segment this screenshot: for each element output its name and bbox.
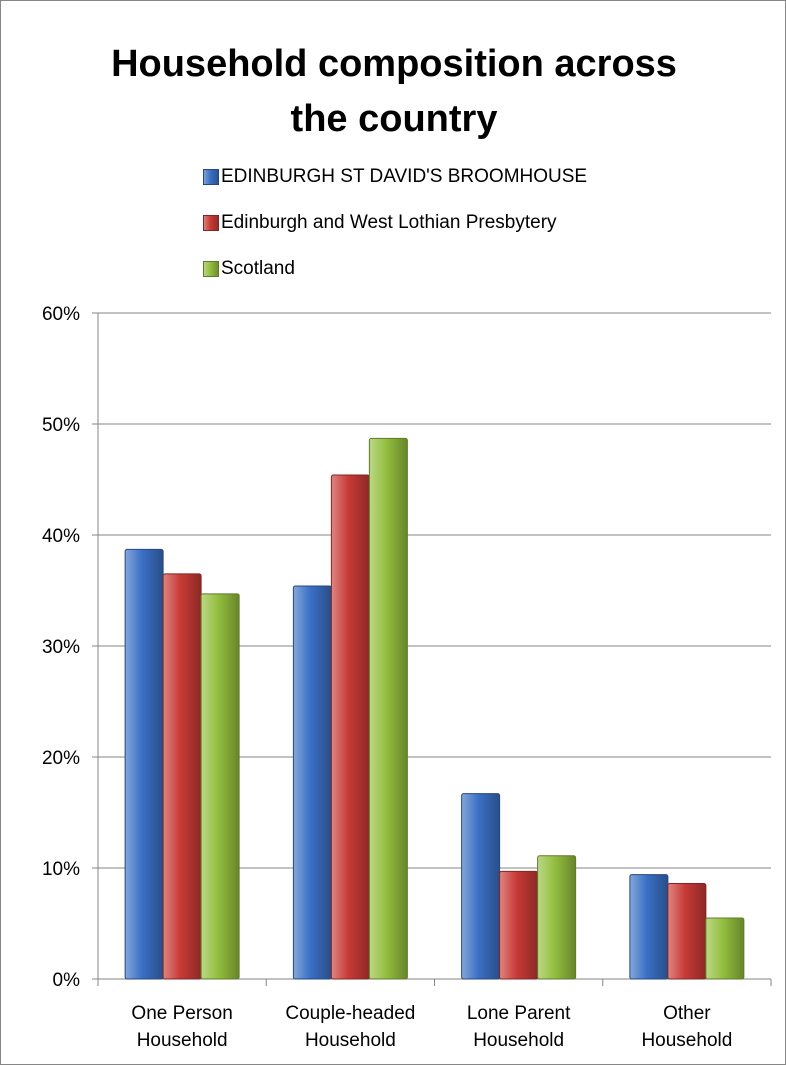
x-category-label: Lone Parent — [467, 1003, 571, 1024]
chart-title-line-2: the country — [290, 98, 498, 140]
x-category-label: Household — [305, 1030, 396, 1051]
bar-presbytery — [330, 474, 370, 980]
legend-label-presbytery: Edinburgh and West Lothian Presbytery — [221, 212, 557, 233]
bar-broomhouse — [461, 793, 501, 980]
x-category-label: Household — [473, 1030, 564, 1051]
x-category-label: Other — [663, 1003, 711, 1024]
bar-presbytery — [667, 883, 707, 980]
y-tick-label: 20% — [42, 748, 80, 769]
bar-broomhouse — [292, 585, 332, 980]
x-category-label: Household — [641, 1030, 732, 1051]
y-tick-label: 60% — [42, 304, 80, 325]
bar-broomhouse — [124, 548, 164, 980]
x-category-label: Household — [137, 1030, 228, 1051]
x-category-label: Couple-headed — [285, 1003, 415, 1024]
y-tick-label: 50% — [42, 415, 80, 436]
bar-scotland — [705, 917, 745, 980]
legend-swatch-presbytery — [203, 215, 219, 231]
bar-scotland — [537, 855, 577, 980]
bar-presbytery — [499, 870, 539, 980]
y-tick-label: 30% — [42, 637, 80, 658]
x-category-label: One Person — [131, 1003, 232, 1024]
bar-broomhouse — [629, 874, 669, 980]
y-tick-label: 0% — [53, 970, 81, 991]
chart-title: Household composition across the country — [1, 37, 786, 147]
chart-title-line-1: Household composition across — [111, 43, 677, 85]
bar-scotland — [368, 437, 408, 980]
legend-label-broomhouse: EDINBURGH ST DAVID'S BROOMHOUSE — [221, 166, 588, 187]
legend-label-scotland: Scotland — [221, 258, 295, 279]
legend-swatch-broomhouse — [203, 169, 219, 185]
y-tick-label: 10% — [42, 859, 80, 880]
y-tick-label: 40% — [42, 526, 80, 547]
bar-scotland — [200, 593, 240, 980]
bar-presbytery — [162, 573, 202, 980]
legend-swatch-scotland — [203, 261, 219, 277]
